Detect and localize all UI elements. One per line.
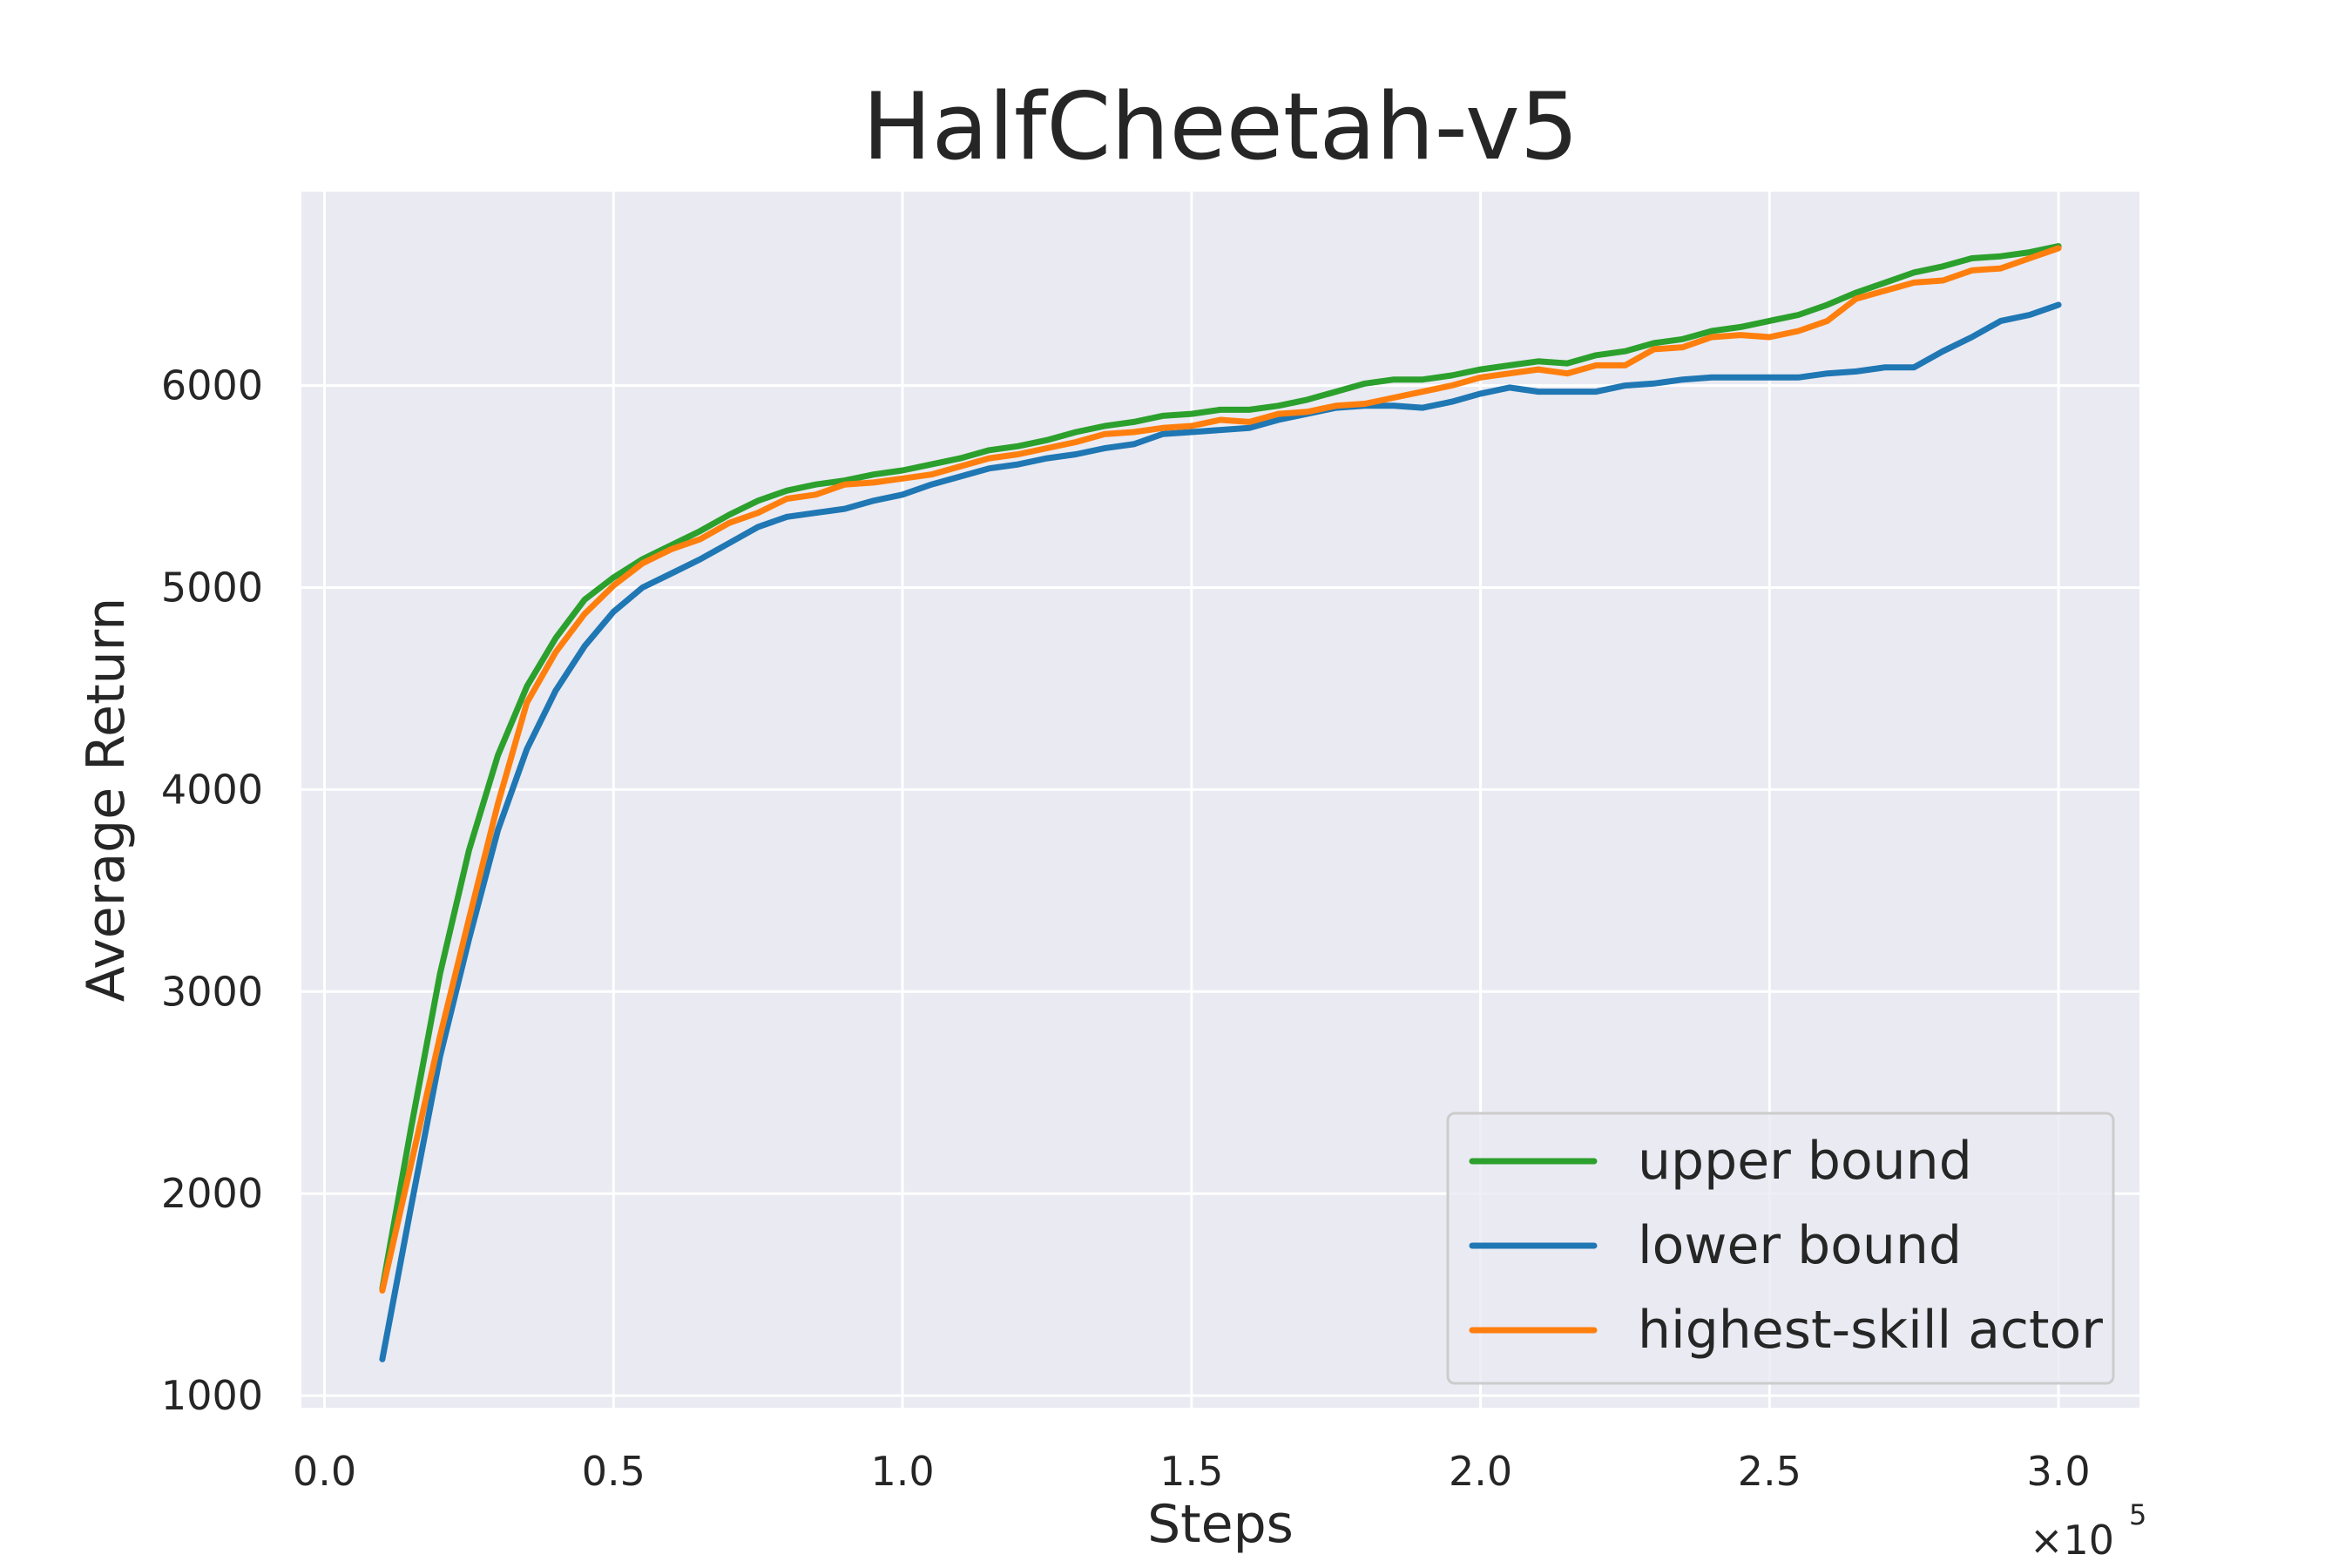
x-tick-label: 0.5 (582, 1448, 645, 1495)
x-tick-label: 3.0 (2027, 1448, 2091, 1495)
series-line-lower-bound (379, 301, 2062, 1362)
x-tick-labels: 0.0 0.5 1.0 1.5 2.0 2.5 3.0 (293, 1448, 2091, 1495)
legend-label-highest-skill-actor: highest-skill actor (1638, 1300, 2103, 1361)
x-tick-label: 0.0 (293, 1448, 356, 1495)
chart-title: HalfCheetah-v5 (862, 73, 1578, 180)
x-offset-exponent: 5 (2129, 1498, 2146, 1531)
x-tick-label: 1.5 (1159, 1448, 1223, 1495)
y-tick-label: 4000 (161, 766, 263, 813)
y-axis-label: Average Return (76, 598, 137, 1003)
y-tick-label: 6000 (161, 362, 263, 409)
y-tick-labels: 1000 2000 3000 4000 5000 6000 (161, 362, 263, 1419)
series-line-highest-skill-actor (379, 245, 2062, 1294)
x-tick-label: 2.0 (1449, 1448, 1512, 1495)
y-tick-label: 3000 (161, 968, 263, 1015)
y-tick-label: 2000 (161, 1170, 263, 1217)
y-tick-label: 1000 (161, 1372, 263, 1419)
x-tick-label: 2.5 (1738, 1448, 1801, 1495)
legend-label-lower-bound: lower bound (1638, 1215, 1962, 1276)
series-lines (379, 243, 2062, 1362)
legend-box (1446, 1112, 2115, 1385)
y-tick-label: 5000 (161, 564, 263, 612)
series-line-upper-bound (379, 243, 2062, 1292)
x-tick-label: 1.0 (870, 1448, 934, 1495)
grid (301, 192, 2139, 1408)
legend-label-upper-bound: upper bound (1638, 1131, 1972, 1192)
x-axis-label: Steps (1147, 1494, 1294, 1555)
x-offset-text: ×10 (2030, 1517, 2114, 1564)
legend: upper bound lower bound highest-skill acto… (1446, 1112, 2115, 1385)
